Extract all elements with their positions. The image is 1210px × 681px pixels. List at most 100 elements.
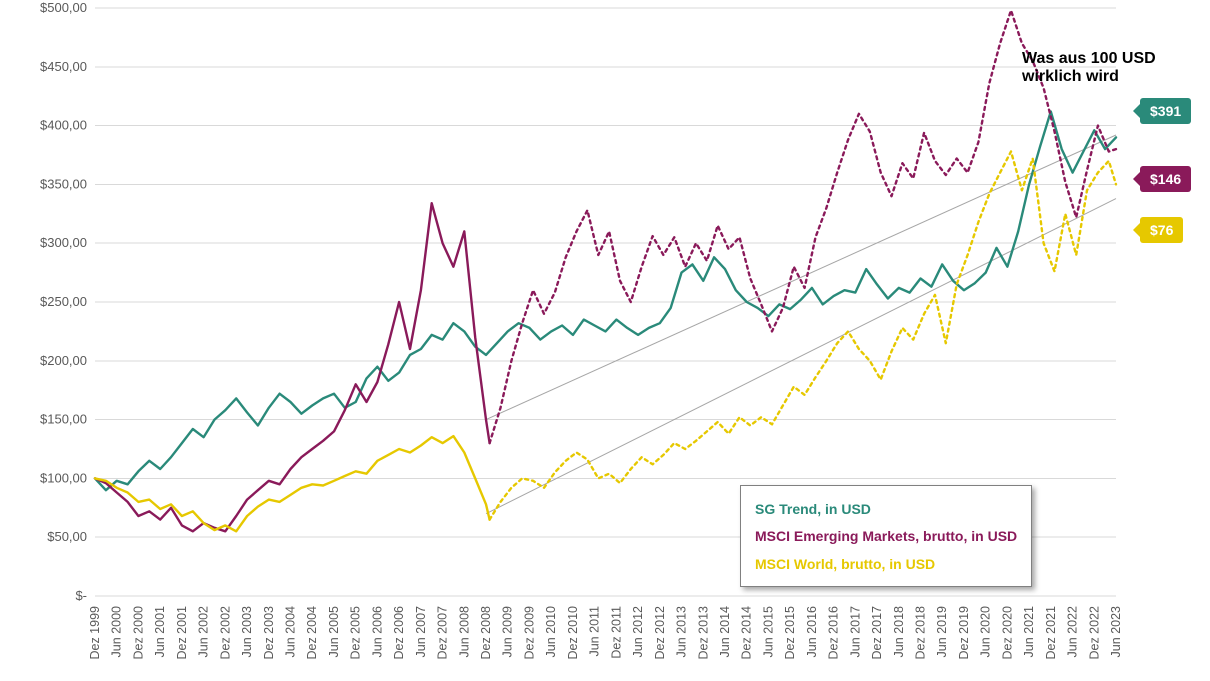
x-tick: Jun 2017 xyxy=(848,606,862,657)
x-tick-label: Dez 2011 xyxy=(609,606,623,659)
series-msci-world-pre xyxy=(95,436,490,531)
callout: $391 xyxy=(1140,98,1191,124)
legend-item: MSCI World, brutto, in USD xyxy=(755,551,1017,578)
x-tick-label: Jun 2008 xyxy=(457,606,471,657)
x-tick-label: Jun 2017 xyxy=(848,606,862,657)
x-tick: Jun 2023 xyxy=(1109,606,1123,657)
trend-line xyxy=(486,199,1116,514)
series-msci-em-pre xyxy=(95,203,490,531)
y-tick-label: $250,00 xyxy=(40,294,87,309)
x-tick-label: Jun 2019 xyxy=(935,606,949,657)
x-tick: Dez 2012 xyxy=(653,606,667,660)
legend-item: SG Trend, in USD xyxy=(755,496,1017,523)
x-tick: Dez 2018 xyxy=(913,606,927,660)
x-tick-label: Dez 2008 xyxy=(479,606,493,660)
x-tick: Jun 2018 xyxy=(892,606,906,657)
x-tick-label: Dez 2014 xyxy=(740,606,754,660)
x-tick-label: Jun 2006 xyxy=(370,606,384,657)
x-tick-label: Dez 2002 xyxy=(218,606,232,660)
x-tick: Dez 2000 xyxy=(131,606,145,660)
x-tick: Dez 2010 xyxy=(566,606,580,660)
x-tick-label: Jun 2002 xyxy=(197,606,211,657)
x-tick: Jun 2011 xyxy=(588,606,602,657)
x-tick: Jun 2004 xyxy=(284,606,298,657)
x-tick-label: Jun 2013 xyxy=(675,606,689,657)
x-tick: Jun 2021 xyxy=(1022,606,1036,657)
x-tick-label: Dez 2003 xyxy=(262,606,276,660)
annotation-line1: Was aus 100 USD xyxy=(1022,50,1156,68)
x-tick-label: Jun 2020 xyxy=(979,606,993,657)
y-tick-label: $350,00 xyxy=(40,176,87,191)
x-tick-label: Dez 2018 xyxy=(913,606,927,660)
x-tick-label: Jun 2015 xyxy=(761,606,775,657)
x-tick: Jun 2008 xyxy=(457,606,471,657)
y-tick-label: $- xyxy=(75,588,87,603)
x-tick-label: Dez 2004 xyxy=(305,606,319,660)
x-tick: Dez 2020 xyxy=(1000,606,1014,660)
x-tick-label: Jun 2012 xyxy=(631,606,645,657)
x-tick-label: Jun 2004 xyxy=(284,606,298,657)
y-tick-label: $150,00 xyxy=(40,412,87,427)
x-tick-label: Jun 2003 xyxy=(240,606,254,657)
x-tick: Jun 2020 xyxy=(979,606,993,657)
x-tick-label: Dez 2010 xyxy=(566,606,580,660)
y-tick-label: $300,00 xyxy=(40,235,87,250)
x-tick-label: Dez 2012 xyxy=(653,606,667,660)
x-tick: Dez 2001 xyxy=(175,606,189,660)
x-tick-label: Jun 2009 xyxy=(501,606,515,657)
x-tick: Dez 2007 xyxy=(436,606,450,660)
x-tick: Jun 2009 xyxy=(501,606,515,657)
x-tick: Dez 2008 xyxy=(479,606,493,660)
x-tick: Jun 2016 xyxy=(805,606,819,657)
x-tick: Dez 2002 xyxy=(218,606,232,660)
x-tick: Dez 2014 xyxy=(740,606,754,660)
x-tick: Dez 2017 xyxy=(870,606,884,660)
series-sg-trend xyxy=(95,112,1116,491)
x-tick: Jun 2013 xyxy=(675,606,689,657)
x-tick: Dez 1999 xyxy=(88,606,102,660)
x-tick-label: Dez 2019 xyxy=(957,606,971,660)
x-tick-label: Jun 2021 xyxy=(1022,606,1036,657)
x-tick-label: Jun 2011 xyxy=(588,606,602,657)
x-tick-label: Jun 2005 xyxy=(327,606,341,657)
x-tick: Dez 2011 xyxy=(609,606,623,659)
x-tick-label: Jun 2007 xyxy=(414,606,428,657)
y-tick-label: $450,00 xyxy=(40,59,87,74)
x-tick: Jun 2019 xyxy=(935,606,949,657)
x-tick: Jun 2002 xyxy=(197,606,211,657)
x-tick-label: Dez 2005 xyxy=(349,606,363,660)
x-tick: Jun 2003 xyxy=(240,606,254,657)
x-tick-label: Dez 2015 xyxy=(783,606,797,660)
x-tick: Dez 2005 xyxy=(349,606,363,660)
x-tick: Dez 2016 xyxy=(827,606,841,660)
x-tick: Dez 2009 xyxy=(522,606,536,660)
x-tick-label: Jun 2018 xyxy=(892,606,906,657)
y-tick-label: $50,00 xyxy=(47,529,87,544)
x-tick: Jun 2015 xyxy=(761,606,775,657)
x-tick: Dez 2013 xyxy=(696,606,710,660)
x-tick-label: Dez 2020 xyxy=(1000,606,1014,660)
x-tick-label: Dez 2001 xyxy=(175,606,189,660)
x-tick: Jun 2012 xyxy=(631,606,645,657)
y-tick-label: $400,00 xyxy=(40,118,87,133)
x-tick: Dez 2019 xyxy=(957,606,971,660)
x-tick-label: Jun 2023 xyxy=(1109,606,1123,657)
trend-line xyxy=(486,135,1116,420)
x-tick-label: Jun 2010 xyxy=(544,606,558,657)
x-tick: Jun 2005 xyxy=(327,606,341,657)
callout: $76 xyxy=(1140,217,1183,243)
x-tick: Dez 2003 xyxy=(262,606,276,660)
x-tick: Jun 2010 xyxy=(544,606,558,657)
x-tick-label: Dez 2007 xyxy=(436,606,450,660)
x-tick: Dez 2015 xyxy=(783,606,797,660)
x-tick: Jun 2014 xyxy=(718,606,732,657)
legend: SG Trend, in USDMSCI Emerging Markets, b… xyxy=(740,485,1032,587)
callout: $146 xyxy=(1140,166,1191,192)
y-tick-label: $100,00 xyxy=(40,470,87,485)
x-tick-label: Dez 2009 xyxy=(522,606,536,660)
x-tick: Jun 2007 xyxy=(414,606,428,657)
growth-chart: $-$50,00$100,00$150,00$200,00$250,00$300… xyxy=(0,0,1210,681)
x-tick-label: Dez 2016 xyxy=(827,606,841,660)
x-tick: Jun 2006 xyxy=(370,606,384,657)
x-tick-label: Jun 2016 xyxy=(805,606,819,657)
